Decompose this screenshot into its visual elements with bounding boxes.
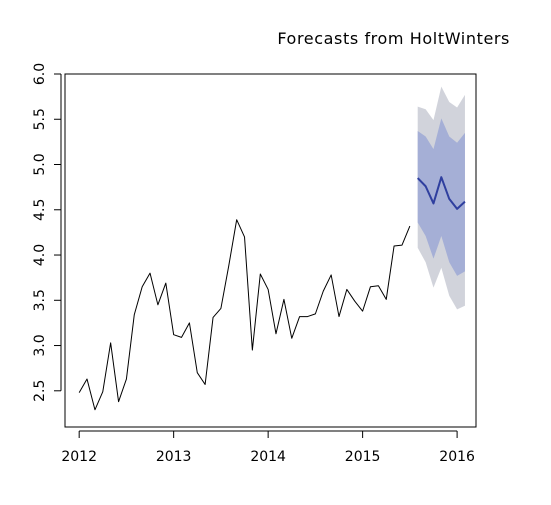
y-tick-label: 2.5 [32, 380, 48, 402]
observed-line [78, 219, 411, 411]
y-tick-label: 3.5 [32, 289, 48, 311]
x-tick-label: 2012 [61, 449, 97, 465]
y-tick-label: 4.5 [32, 199, 48, 221]
forecast-series-group [416, 176, 466, 210]
plot-frame [64, 73, 477, 428]
chart-title: Forecasts from HoltWinters [277, 29, 510, 48]
x-tick-label: 2015 [345, 449, 381, 465]
observed-series-group [78, 219, 411, 411]
forecast-line [416, 176, 466, 210]
confidence-band-80-group [417, 118, 465, 276]
x-tick-label: 2016 [439, 449, 475, 465]
x-axis: 2012 2013 2014 2015 2016 [61, 430, 475, 465]
y-tick-label: 4.0 [32, 244, 48, 266]
y-axis: 2.5 3.0 3.5 4.0 4.5 5.0 5.5 6.0 [32, 63, 62, 402]
x-tick-label: 2014 [250, 449, 286, 465]
y-tick-label: 6.0 [32, 63, 48, 85]
x-tick-label: 2013 [156, 449, 192, 465]
confidence-band-80 [417, 118, 465, 276]
y-tick-label: 5.0 [32, 153, 48, 175]
y-tick-label: 3.0 [32, 334, 48, 356]
y-tick-label: 5.5 [32, 108, 48, 130]
